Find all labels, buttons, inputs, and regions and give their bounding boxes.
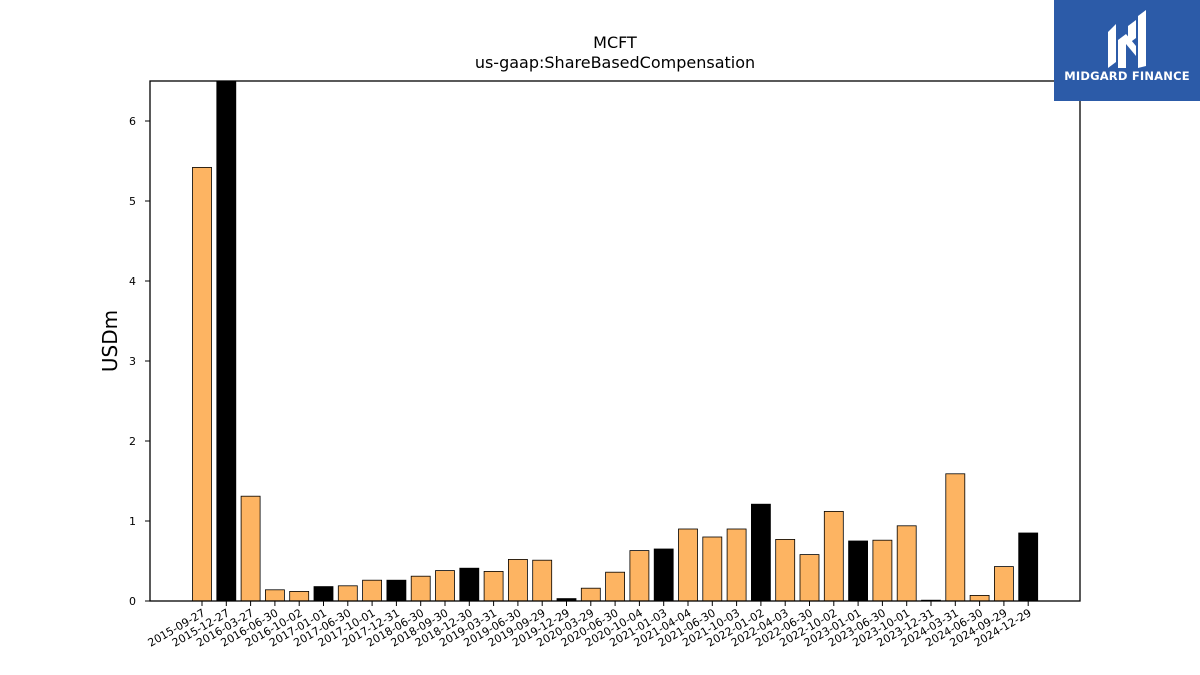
logo-text: MIDGARD FINANCE <box>1064 69 1190 83</box>
bar-2017-12-31 <box>386 579 407 602</box>
midgard-logo-icon <box>1108 10 1146 68</box>
bar-2015-12-27 <box>216 80 237 602</box>
bar-2019-06-30 <box>507 559 528 602</box>
bar-2024-06-30 <box>969 595 990 602</box>
bar-2023-10-01 <box>896 525 917 602</box>
bar-2018-06-30 <box>410 575 431 602</box>
bar-2024-09-29 <box>994 566 1014 602</box>
bar-2020-10-04 <box>629 550 650 602</box>
plot-frame <box>149 80 1081 602</box>
bar-2024-12-29 <box>1018 532 1039 602</box>
y-tick-label: 2 <box>129 435 136 448</box>
y-tick-label: 6 <box>129 115 136 128</box>
bar-2017-10-01 <box>362 579 383 602</box>
bar-2018-09-30 <box>435 570 455 602</box>
bar-2019-09-29 <box>532 559 553 602</box>
y-tick-label: 3 <box>129 355 136 368</box>
bar-2020-06-30 <box>605 571 625 602</box>
bar-2023-01-01 <box>848 540 868 602</box>
bar-2021-10-03 <box>726 528 747 602</box>
bar-2015-09-27 <box>192 166 212 602</box>
bar-2021-01-03 <box>653 548 674 602</box>
bar-2016-06-30 <box>264 589 285 602</box>
bar-2016-10-02 <box>289 591 310 602</box>
bar-2017-06-30 <box>337 585 358 602</box>
chart-title: MCFT <box>593 33 637 52</box>
y-tick-label: 5 <box>129 195 136 208</box>
bar-2023-06-30 <box>872 539 893 602</box>
bar-2021-06-30 <box>702 536 723 602</box>
bar-2022-10-02 <box>823 510 844 602</box>
bar-2019-03-31 <box>483 571 504 602</box>
bar-2017-01-01 <box>313 586 334 602</box>
chart-subtitle: us-gaap:ShareBasedCompensation <box>475 53 755 72</box>
brand-logo: MIDGARD FINANCE <box>1054 0 1200 101</box>
bar-2022-06-30 <box>799 554 820 602</box>
bar-2022-01-02 <box>751 503 771 602</box>
y-axis-label: USDm <box>98 310 122 372</box>
y-tick-label: 1 <box>129 515 136 528</box>
y-tick-label: 4 <box>129 275 136 288</box>
bars-group <box>192 80 1039 602</box>
bar-2016-03-27 <box>240 495 261 602</box>
bar-2024-03-31 <box>945 473 966 602</box>
bar-2022-04-03 <box>775 539 796 602</box>
bar-2018-12-30 <box>459 567 480 602</box>
y-tick-label: 0 <box>129 595 136 608</box>
x-axis-ticks: 2015-09-272015-12-272016-03-272016-06-30… <box>146 601 1034 650</box>
bar-2020-03-29 <box>580 587 601 602</box>
bar-2021-04-04 <box>678 528 698 602</box>
y-axis-ticks: 0 1 2 3 4 5 6 <box>129 115 150 608</box>
